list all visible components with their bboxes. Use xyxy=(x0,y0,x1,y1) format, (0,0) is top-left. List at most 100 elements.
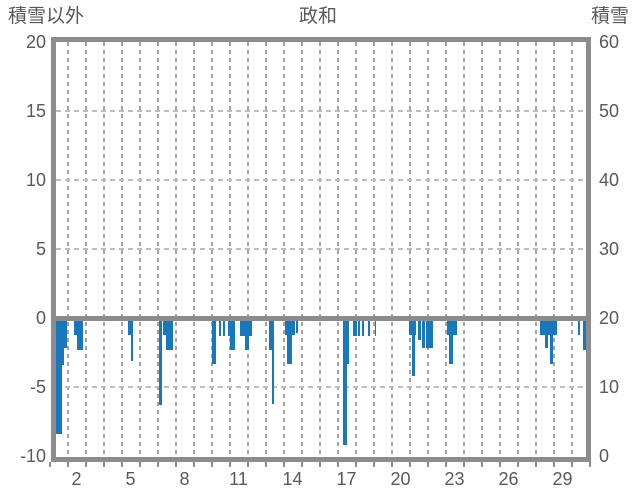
data-bar xyxy=(130,318,134,361)
left-tick-label: 10 xyxy=(25,170,46,190)
data-bar xyxy=(368,318,371,336)
data-bar xyxy=(374,318,377,336)
data-bar xyxy=(77,318,83,350)
x-tick-label: 26 xyxy=(498,469,519,489)
data-bar xyxy=(64,318,67,349)
x-tick-label: 5 xyxy=(125,469,136,489)
data-bar xyxy=(219,318,222,336)
x-minor-tick xyxy=(480,462,483,467)
x-tick-label: 8 xyxy=(179,469,190,489)
right-tick-label: 30 xyxy=(599,239,620,259)
x-tick-label: 20 xyxy=(390,469,411,489)
data-bar xyxy=(417,318,421,341)
x-minor-tick xyxy=(462,462,465,467)
x-minor-tick xyxy=(390,462,393,467)
x-minor-tick xyxy=(120,462,123,467)
data-bar xyxy=(248,318,252,336)
chart-title: 政和 xyxy=(298,6,337,27)
data-bar xyxy=(162,318,166,335)
data-bar xyxy=(361,318,364,336)
right-tick-label: 50 xyxy=(599,101,620,121)
data-bar xyxy=(421,318,425,349)
value-gridline xyxy=(56,248,586,250)
left-axis-title: 積雪以外 xyxy=(8,6,85,27)
x-minor-tick xyxy=(318,462,321,467)
x-minor-tick xyxy=(354,462,357,467)
data-bar xyxy=(159,318,163,405)
data-bar xyxy=(582,318,586,350)
x-minor-tick xyxy=(444,462,447,467)
data-bar xyxy=(292,318,295,335)
x-minor-tick xyxy=(264,462,267,467)
x-minor-tick xyxy=(192,462,195,467)
left-tick-label: 20 xyxy=(25,32,46,52)
data-bar xyxy=(165,318,173,350)
x-minor-tick xyxy=(336,462,339,467)
plot-area xyxy=(56,42,586,457)
x-minor-tick xyxy=(534,462,537,467)
value-gridline xyxy=(56,110,586,112)
left-tick-label: 15 xyxy=(25,101,46,121)
data-bar xyxy=(271,318,274,404)
right-tick-label: 10 xyxy=(599,377,620,397)
x-tick-label: 23 xyxy=(444,469,465,489)
x-minor-tick xyxy=(570,462,573,467)
data-bar xyxy=(550,318,553,364)
x-minor-tick xyxy=(174,462,177,467)
right-axis-title: 積雪 xyxy=(590,6,629,27)
x-minor-tick xyxy=(210,462,213,467)
left-tick-label: -10 xyxy=(19,446,46,466)
data-bar xyxy=(212,318,216,364)
x-minor-tick xyxy=(282,462,285,467)
data-bar xyxy=(353,318,357,336)
data-bar xyxy=(346,318,350,364)
x-tick-label: 14 xyxy=(282,469,303,489)
data-bar xyxy=(73,318,78,335)
data-bar xyxy=(128,318,131,335)
x-minor-tick xyxy=(48,462,51,467)
zero-line xyxy=(56,315,586,321)
x-minor-tick xyxy=(426,462,429,467)
x-tick-label: 2 xyxy=(71,469,82,489)
data-bar xyxy=(412,318,416,376)
right-tick-label: 20 xyxy=(599,308,620,328)
x-minor-tick xyxy=(84,462,87,467)
x-minor-tick xyxy=(552,462,555,467)
data-bar xyxy=(426,318,434,349)
data-bar xyxy=(295,318,298,334)
plot-frame xyxy=(51,37,591,462)
data-bar xyxy=(56,318,62,434)
x-minor-tick xyxy=(372,462,375,467)
data-bar xyxy=(244,318,249,350)
left-tick-label: -5 xyxy=(29,377,46,397)
right-tick-label: 40 xyxy=(599,170,620,190)
x-tick-label: 11 xyxy=(229,469,248,489)
data-bar xyxy=(284,318,288,335)
data-bar xyxy=(343,318,347,445)
left-tick-label: 5 xyxy=(35,239,46,259)
x-minor-tick xyxy=(138,462,141,467)
data-bar xyxy=(449,318,454,364)
x-minor-tick xyxy=(156,462,159,467)
value-gridline xyxy=(56,386,586,388)
data-bar xyxy=(230,318,236,350)
x-minor-tick xyxy=(408,462,411,467)
right-tick-label: 0 xyxy=(599,446,610,466)
x-minor-tick xyxy=(102,462,105,467)
data-bar xyxy=(61,318,65,365)
x-tick-label: 29 xyxy=(552,469,573,489)
data-bar xyxy=(287,318,293,364)
value-gridline xyxy=(56,179,586,181)
left-tick-label: 0 xyxy=(35,308,46,328)
data-bar xyxy=(239,318,245,336)
x-minor-tick xyxy=(588,462,591,467)
data-bar xyxy=(545,318,548,349)
x-minor-tick xyxy=(246,462,249,467)
x-minor-tick xyxy=(66,462,69,467)
data-bar xyxy=(268,318,272,350)
data-bar xyxy=(228,318,231,336)
x-minor-tick xyxy=(300,462,303,467)
x-minor-tick xyxy=(498,462,501,467)
x-minor-tick xyxy=(516,462,519,467)
